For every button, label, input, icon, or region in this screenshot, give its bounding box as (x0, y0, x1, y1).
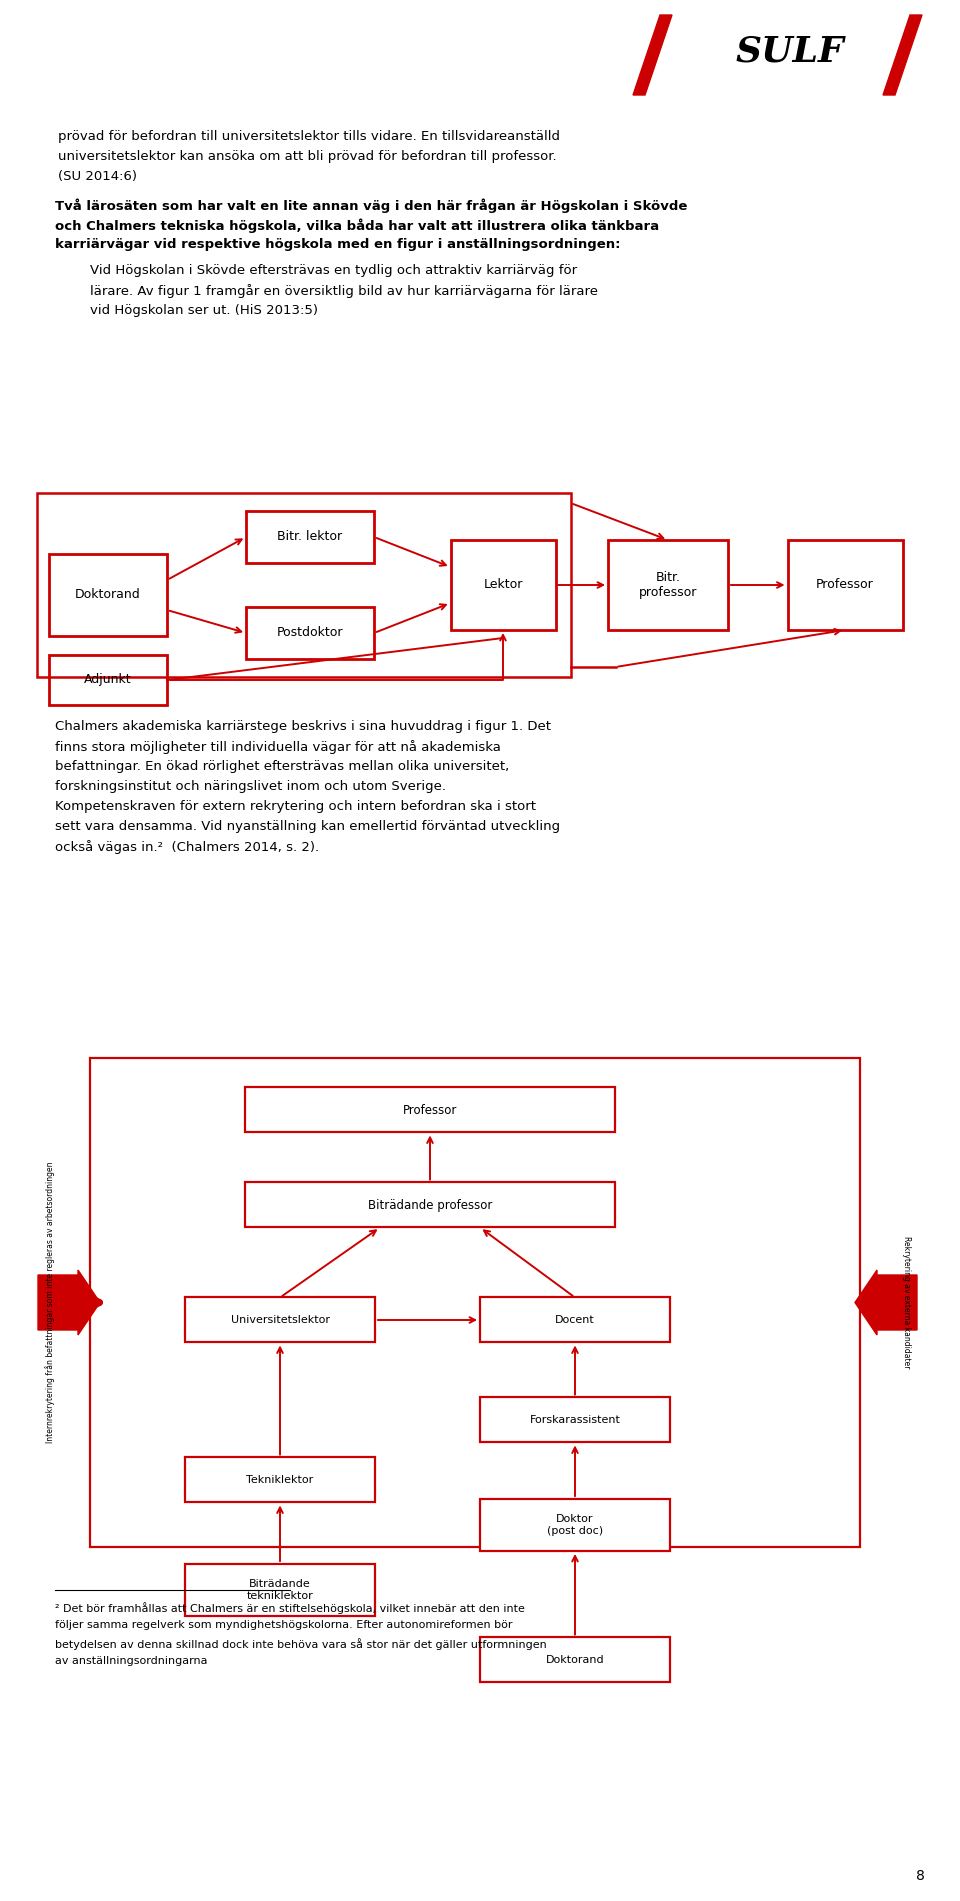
Text: Vid Högskolan i Skövde eftersträvas en tydlig och attraktiv karriärväg för: Vid Högskolan i Skövde eftersträvas en t… (90, 264, 577, 278)
Text: Adjunkt: Adjunkt (84, 673, 132, 686)
Text: Lektor: Lektor (483, 578, 522, 591)
Text: SULF: SULF (735, 34, 844, 68)
Text: Postdoktor: Postdoktor (276, 627, 344, 639)
Text: Biträdande
tekniklektor: Biträdande tekniklektor (247, 1580, 313, 1601)
Text: sett vara densamma. Vid nyanställning kan emellertid förväntad utveckling: sett vara densamma. Vid nyanställning ka… (55, 819, 560, 833)
Text: (SU 2014:6): (SU 2014:6) (58, 169, 137, 182)
Text: forskningsinstitut och näringslivet inom och utom Sverige.: forskningsinstitut och näringslivet inom… (55, 779, 446, 793)
Polygon shape (633, 15, 672, 95)
Text: Internrekrytering från befattningar som inte regleras av arbetsordningen: Internrekrytering från befattningar som … (45, 1162, 55, 1443)
Text: vid Högskolan ser ut. (HiS 2013:5): vid Högskolan ser ut. (HiS 2013:5) (90, 304, 318, 317)
Text: finns stora möjligheter till individuella vägar för att nå akademiska: finns stora möjligheter till individuell… (55, 739, 501, 755)
Bar (37, 492, 570, 677)
Text: Professor: Professor (403, 1103, 457, 1116)
Text: Doktorand: Doktorand (75, 589, 141, 601)
Text: 8: 8 (916, 1869, 924, 1884)
Text: Forskarassistent: Forskarassistent (530, 1414, 620, 1426)
Text: prövad för befordran till universitetslektor tills vidare. En tillsvidareanställ: prövad för befordran till universitetsle… (58, 129, 560, 143)
Text: Docent: Docent (555, 1315, 595, 1325)
Text: Chalmers akademiska karriärstege beskrivs i sina huvuddrag i figur 1. Det: Chalmers akademiska karriärstege beskriv… (55, 720, 551, 734)
Text: och Chalmers tekniska högskola, vilka båda har valt att illustrera olika tänkbar: och Chalmers tekniska högskola, vilka bå… (55, 219, 660, 232)
Bar (246, 606, 374, 660)
Bar (480, 1500, 670, 1551)
Text: av anställningsordningarna: av anställningsordningarna (55, 1656, 207, 1665)
Text: Universitetslektor: Universitetslektor (230, 1315, 329, 1325)
Text: befattningar. En ökad rörlighet eftersträvas mellan olika universitet,: befattningar. En ökad rörlighet efterstr… (55, 760, 509, 774)
Text: Bitr.
professor: Bitr. professor (638, 570, 697, 599)
Bar (480, 1298, 670, 1342)
Bar (90, 1059, 860, 1547)
Text: Doktor
(post doc): Doktor (post doc) (547, 1515, 603, 1536)
Bar (608, 540, 728, 629)
Text: Doktorand: Doktorand (545, 1656, 604, 1665)
Text: Rekrytering av externa kandidater: Rekrytering av externa kandidater (902, 1236, 911, 1369)
Text: Bitr. lektor: Bitr. lektor (277, 530, 343, 544)
Bar (787, 540, 902, 629)
Bar (480, 1397, 670, 1443)
Bar (49, 553, 167, 637)
Text: karriärvägar vid respektive högskola med en figur i anställningsordningen:: karriärvägar vid respektive högskola med… (55, 238, 620, 251)
Bar (245, 1087, 615, 1133)
Text: Biträdande professor: Biträdande professor (368, 1198, 492, 1211)
Text: ² Det bör framhållas att Chalmers är en stiftelsehögskola, vilket innebär att de: ² Det bör framhållas att Chalmers är en … (55, 1603, 525, 1614)
Bar (245, 1182, 615, 1228)
Bar (246, 511, 374, 563)
Bar (185, 1298, 375, 1342)
FancyArrow shape (38, 1270, 100, 1335)
Text: Två lärosäten som har valt en lite annan väg i den här frågan är Högskolan i Skö: Två lärosäten som har valt en lite annan… (55, 198, 687, 213)
Text: Kompetenskraven för extern rekrytering och intern befordran ska i stort: Kompetenskraven för extern rekrytering o… (55, 800, 536, 814)
Text: Professor: Professor (816, 578, 874, 591)
FancyArrow shape (855, 1270, 917, 1335)
Text: betydelsen av denna skillnad dock inte behöva vara så stor när det gäller utform: betydelsen av denna skillnad dock inte b… (55, 1639, 547, 1650)
Polygon shape (883, 15, 922, 95)
Text: lärare. Av figur 1 framgår en översiktlig bild av hur karriärvägarna för lärare: lärare. Av figur 1 framgår en översiktli… (90, 283, 598, 298)
Text: universitetslektor kan ansöka om att bli prövad för befordran till professor.: universitetslektor kan ansöka om att bli… (58, 150, 557, 163)
Bar (480, 1637, 670, 1682)
Text: följer samma regelverk som myndighetshögskolorna. Efter autonomireformen bör: följer samma regelverk som myndighetshög… (55, 1620, 513, 1629)
Bar (185, 1565, 375, 1616)
Text: Tekniklektor: Tekniklektor (247, 1475, 314, 1485)
Bar (49, 656, 167, 705)
Text: också vägas in.²  (Chalmers 2014, s. 2).: också vägas in.² (Chalmers 2014, s. 2). (55, 840, 319, 854)
Bar (450, 540, 556, 629)
Bar (185, 1458, 375, 1502)
